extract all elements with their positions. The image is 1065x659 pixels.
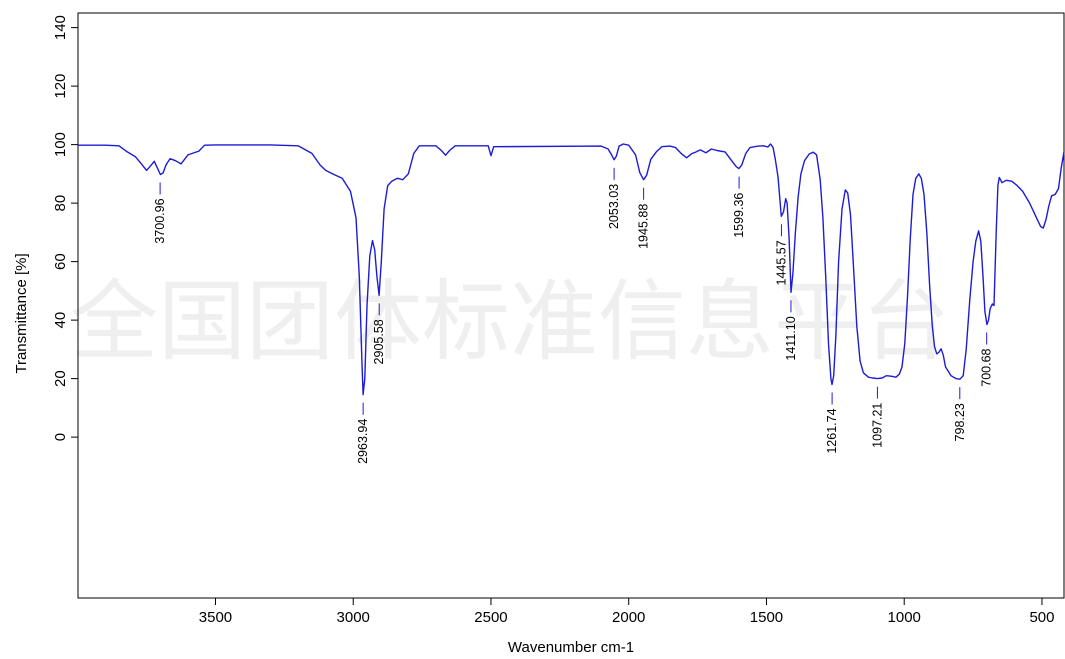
peak-label: 1599.36 xyxy=(732,193,746,238)
watermark-text: 全国团体标准信息平台 xyxy=(70,270,950,373)
y-tick-label: 120 xyxy=(52,74,69,99)
plot-frame xyxy=(77,12,1065,599)
x-tick-label: 500 xyxy=(1029,609,1054,626)
peak-label: 1411.10 xyxy=(784,316,798,360)
x-tick-label: 3000 xyxy=(337,609,370,626)
y-tick-label: 0 xyxy=(52,433,69,441)
plot-border xyxy=(77,12,1065,599)
y-axis: 0 20 40 60 80 100 120 140 xyxy=(52,15,78,441)
peak-label: 1445.57 xyxy=(774,240,788,285)
y-tick-label: 60 xyxy=(52,253,69,270)
x-tick-label: 1000 xyxy=(888,609,921,626)
x-axis-title: Wavenumber cm-1 xyxy=(508,639,634,656)
x-tick-label: 1500 xyxy=(750,609,783,626)
peak-label: 1261.74 xyxy=(825,408,839,453)
x-tick-label: 3500 xyxy=(199,609,232,626)
peak-label: 2963.94 xyxy=(356,419,370,464)
y-tick-label: 80 xyxy=(52,195,69,212)
spectrum-series xyxy=(78,143,1065,396)
y-tick-label: 40 xyxy=(52,312,69,329)
peak-annotations: 3700.96 2963.94 2905.58 2053.03 1945.88 1599.… xyxy=(153,167,994,464)
peak-label: 1097.21 xyxy=(870,403,884,448)
peak-label: 2053.03 xyxy=(607,184,621,229)
y-tick-label: 20 xyxy=(52,370,69,387)
peak-label: 700.68 xyxy=(980,348,994,386)
peak-label: 1945.88 xyxy=(637,204,651,249)
x-tick-label: 2500 xyxy=(474,609,507,626)
spectrum-line xyxy=(78,143,1065,396)
peak-label: 798.23 xyxy=(953,403,967,441)
peak-label: 2905.58 xyxy=(372,319,386,364)
x-tick-label: 2000 xyxy=(612,609,645,626)
x-axis: 3500 3000 2500 2000 1500 1000 500 xyxy=(199,598,1054,626)
y-tick-label: 140 xyxy=(52,15,69,40)
y-tick-label: 100 xyxy=(52,132,69,157)
peak-label: 3700.96 xyxy=(153,198,167,243)
y-axis-title: Transmittance [%] xyxy=(13,253,30,373)
